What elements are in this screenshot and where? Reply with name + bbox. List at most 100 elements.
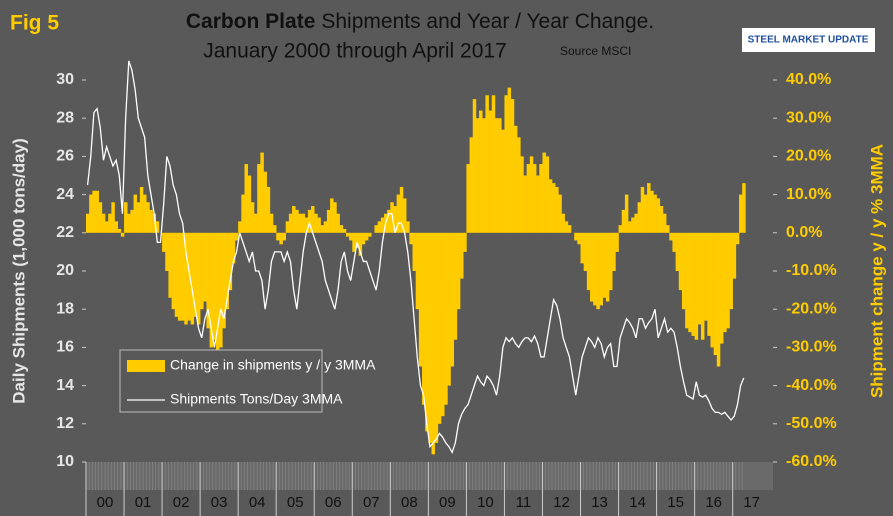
bar — [212, 232, 217, 340]
bar — [425, 232, 429, 432]
y2-tick-label: 40.0% — [786, 71, 831, 88]
bar — [415, 232, 420, 310]
x-tick-label: 01 — [135, 494, 152, 511]
bar — [139, 186, 144, 233]
bar — [564, 221, 569, 233]
y-axis-label: Daily Shipments (1,000 tons/day) — [9, 138, 28, 403]
bar — [621, 209, 626, 233]
bar — [431, 232, 435, 455]
bar — [599, 232, 604, 306]
bar — [133, 194, 138, 233]
logo-box — [742, 28, 875, 52]
bar — [586, 232, 591, 291]
x-tick-label: 14 — [629, 494, 646, 511]
bar — [548, 179, 553, 233]
bar — [336, 213, 340, 233]
bar — [326, 209, 331, 233]
bar — [618, 225, 623, 233]
bar — [193, 232, 198, 317]
x-tick-label: 12 — [553, 494, 570, 511]
bar — [488, 110, 493, 233]
bar — [231, 232, 236, 264]
legend-items: Change in shipments y / y 3MMA Shipments … — [127, 357, 376, 407]
y-tick-label: 16 — [56, 339, 74, 356]
bar — [707, 232, 711, 336]
bar — [317, 217, 321, 233]
source: Source MSCI — [560, 44, 631, 58]
bar — [450, 232, 455, 367]
bar — [593, 232, 597, 306]
bar — [720, 232, 724, 344]
y-tick-label: 20 — [56, 262, 74, 279]
y-tick-label: 30 — [56, 71, 74, 88]
bar — [732, 232, 737, 279]
bar — [526, 164, 531, 233]
x-tick-label: 11 — [516, 494, 532, 511]
bar — [678, 232, 683, 291]
bar — [634, 213, 638, 233]
bar — [494, 118, 499, 233]
bar — [364, 232, 369, 241]
bar — [590, 232, 594, 302]
bar — [111, 202, 115, 233]
bar — [704, 232, 708, 321]
bar — [460, 232, 464, 279]
bar — [444, 232, 448, 405]
bar — [190, 232, 195, 325]
bar — [117, 228, 122, 233]
bar — [298, 213, 302, 233]
bar — [282, 232, 287, 241]
bar — [114, 221, 118, 233]
bar — [98, 202, 103, 233]
x-tick-label: 06 — [325, 494, 342, 511]
bar — [640, 186, 645, 233]
bar — [266, 186, 271, 233]
bar — [453, 232, 458, 340]
bar — [466, 164, 470, 233]
bar — [257, 164, 261, 233]
y2-axis-label: Shipment change y / y % 3MMA — [867, 144, 886, 398]
bar — [643, 194, 648, 233]
plot: 10 12 14 16 18 20 22 24 26 28 30 -60.0% -50.0% -40.0%… — [56, 60, 837, 516]
x-tick-label: 04 — [249, 494, 266, 511]
bar — [463, 232, 467, 252]
bar — [273, 225, 277, 233]
bar — [472, 99, 477, 233]
bar — [244, 164, 248, 233]
x-tick-label: 03 — [211, 494, 228, 511]
y-tick-label: 14 — [56, 377, 74, 394]
bar — [536, 175, 540, 233]
bar — [206, 232, 210, 329]
bar — [739, 194, 743, 233]
legend-swatch — [127, 360, 165, 372]
title-bold: Carbon Plate — [186, 10, 316, 33]
bar — [561, 213, 565, 233]
figure-label: Fig 5 — [10, 12, 59, 35]
bar — [355, 232, 359, 249]
bar — [203, 232, 207, 302]
bar — [200, 232, 204, 310]
bar — [250, 202, 255, 233]
bar — [729, 232, 733, 310]
bar — [412, 232, 416, 271]
bar — [95, 190, 99, 233]
bar — [314, 213, 318, 233]
y2-tick-label: 30.0% — [786, 109, 831, 126]
bar — [605, 232, 610, 302]
bar — [637, 202, 642, 233]
x-tick-label: 07 — [363, 494, 380, 511]
bar — [320, 225, 325, 233]
bar — [165, 232, 169, 271]
bar — [697, 232, 702, 325]
bar — [650, 190, 654, 233]
bar — [513, 125, 518, 233]
bar — [143, 194, 147, 233]
chart-title: Carbon Plate Shipments and Year / Year Ch… — [186, 10, 654, 33]
bar — [434, 232, 439, 443]
bar — [263, 171, 267, 233]
bar — [675, 232, 680, 271]
x-tick-label: 16 — [705, 494, 722, 511]
x-tick-label: 17 — [743, 494, 760, 511]
bar — [345, 232, 350, 237]
bar — [209, 232, 214, 348]
